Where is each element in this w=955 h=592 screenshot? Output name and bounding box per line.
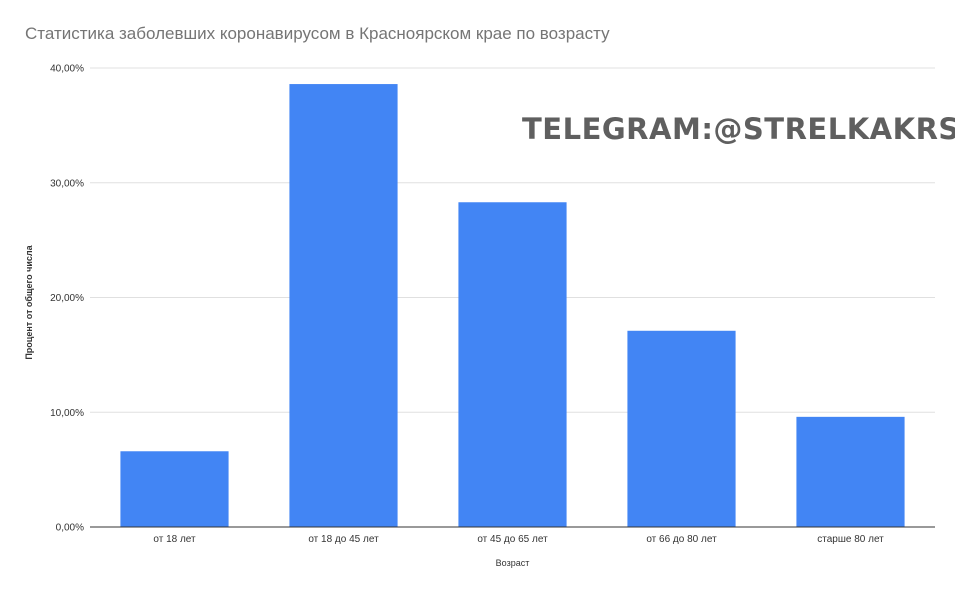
x-tick-label: от 45 до 65 лет: [477, 534, 548, 545]
bar: [627, 330, 736, 527]
y-axis-title: Процент от общего числа: [24, 244, 34, 359]
x-tick-label: от 66 до 80 лет: [646, 534, 717, 545]
x-tick-label: от 18 до 45 лет: [308, 534, 379, 545]
bar: [796, 416, 905, 527]
y-tick-labels: 0,00% 10,00% 20,00% 30,00% 40,00%: [50, 64, 84, 534]
y-tick-label: 0,00%: [56, 523, 84, 534]
y-tick-label: 30,00%: [50, 178, 84, 189]
y-tick-label: 20,00%: [50, 293, 84, 304]
x-tick-labels: от 18 лет от 18 до 45 лет от 45 до 65 лет о…: [153, 534, 884, 545]
bar: [289, 84, 398, 527]
chart-title: Статистика заболевших коронавирусом в Кр…: [25, 24, 610, 43]
bar: [120, 451, 229, 527]
x-axis-title: Возраст: [496, 558, 530, 568]
watermark-text: TELEGRAM:@STRELKAKRSK: [522, 112, 955, 146]
x-tick-label: старше 80 лет: [817, 534, 884, 545]
y-tick-label: 40,00%: [50, 64, 84, 75]
bar: [458, 202, 567, 527]
y-tick-label: 10,00%: [50, 408, 84, 419]
bars: [120, 84, 905, 527]
x-tick-label: от 18 лет: [153, 534, 196, 545]
